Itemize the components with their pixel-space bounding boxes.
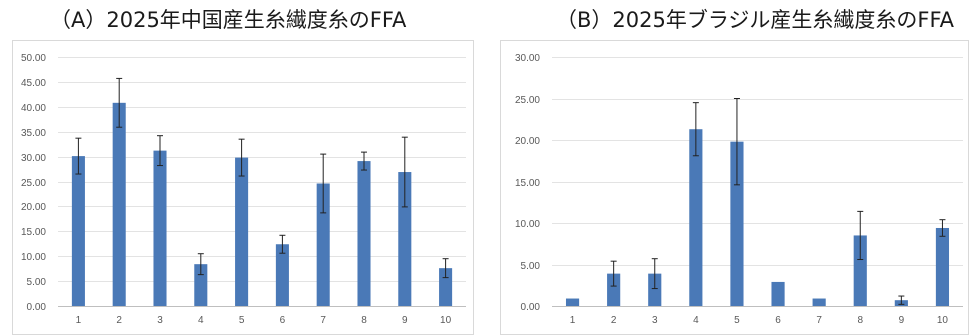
chart-b-ytick-label: 30.00	[515, 53, 540, 64]
chart-b-xtick-label: 8	[857, 315, 863, 326]
chart-b-bar	[812, 298, 826, 306]
chart-a-ytick-label: 35.00	[21, 128, 46, 139]
chart-a-ytick-label: 5.00	[27, 277, 47, 288]
chart-b-ytick-label: 0.00	[521, 302, 541, 313]
chart-a-ytick-label: 30.00	[21, 153, 46, 164]
chart-b-bar	[607, 273, 621, 306]
chart-b-ytick-label: 25.00	[515, 95, 540, 106]
chart-a-ytick-label: 10.00	[21, 252, 46, 263]
chart-a-ytick-label: 45.00	[21, 78, 46, 89]
chart-a-ytick-label: 15.00	[21, 227, 46, 238]
chart-b-ytick-label: 15.00	[515, 178, 540, 189]
chart-a-ytick-label: 0.00	[27, 302, 47, 313]
chart-b-title: （B）2025年ブラジル産生糸繊度糸のFFA	[556, 8, 955, 32]
chart-a-bar	[235, 157, 249, 306]
chart-b-xtick-label: 3	[652, 315, 658, 326]
chart-a-ytick-label: 20.00	[21, 202, 46, 213]
chart-b-xtick-label: 7	[816, 315, 822, 326]
chart-a-xtick-label: 4	[198, 315, 204, 326]
chart-a-ytick-label: 40.00	[21, 103, 46, 114]
chart-a-bar	[71, 156, 85, 306]
chart-b-bar	[648, 273, 662, 306]
chart-b-ytick-label: 20.00	[515, 136, 540, 147]
chart-b-xtick-label: 4	[693, 315, 699, 326]
chart-a-xtick-label: 9	[402, 315, 408, 326]
chart-a-xtick-label: 6	[280, 315, 286, 326]
chart-a-xtick-label: 8	[361, 315, 367, 326]
chart-b-bar	[853, 235, 867, 306]
chart-a-bar	[398, 172, 412, 306]
chart-a-bar	[439, 268, 453, 306]
chart-a-bar	[112, 102, 126, 306]
chart-a-xtick-label: 2	[116, 315, 122, 326]
chart-b-ytick-label: 10.00	[515, 219, 540, 230]
chart-b-xtick-label: 5	[734, 315, 740, 326]
chart-a-xtick-label: 5	[239, 315, 245, 326]
chart-b-bar	[689, 129, 703, 306]
chart-b-bar	[730, 141, 744, 306]
chart-a-title: （A）2025年中国産生糸繊度糸のFFA	[50, 8, 407, 32]
chart-a-bar	[316, 183, 330, 306]
chart-b-xtick-label: 1	[570, 315, 576, 326]
chart-a-ytick-label: 25.00	[21, 178, 46, 189]
chart-a-bar	[357, 161, 371, 306]
chart-b-xtick-label: 2	[611, 315, 617, 326]
chart-a-bar	[194, 264, 208, 306]
chart-a-xtick-label: 3	[157, 315, 163, 326]
chart-a-xtick-label: 1	[76, 315, 82, 326]
chart-b-xtick-label: 10	[937, 315, 949, 326]
chart-b-bar	[771, 281, 785, 306]
chart-a-xtick-label: 7	[320, 315, 326, 326]
chart-b-bar	[935, 227, 950, 306]
chart-b-bar	[565, 298, 580, 306]
chart-a-ytick-label: 50.00	[21, 53, 46, 64]
chart-a-xtick-label: 10	[440, 315, 452, 326]
chart-b-xtick-label: 6	[775, 315, 781, 326]
chart-a-bar	[275, 244, 289, 306]
chart-b-xtick-label: 9	[899, 315, 905, 326]
chart-a-bar	[153, 150, 167, 306]
chart-b-ytick-label: 5.00	[521, 261, 541, 272]
